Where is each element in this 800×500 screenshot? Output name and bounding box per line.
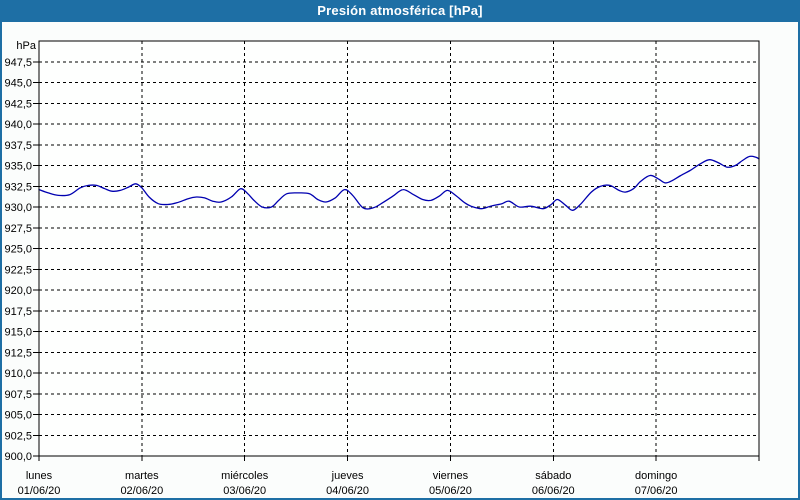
x-date-label: 05/06/20 (429, 485, 472, 497)
y-tick-label: 930,0 (4, 202, 32, 214)
chart-title-bar: Presión atmosférica [hPa] (0, 0, 800, 22)
x-date-label: 01/06/20 (18, 485, 61, 497)
y-tick-label: 942,5 (4, 98, 32, 110)
y-tick-label: 932,5 (4, 181, 32, 193)
x-date-label: 03/06/20 (223, 485, 266, 497)
pressure-line (38, 155, 760, 211)
y-tick-label: 917,5 (4, 306, 32, 318)
y-tick-label: 925,0 (4, 244, 32, 256)
x-date-label: 04/06/20 (326, 485, 369, 497)
x-weekday-label: sábado (535, 470, 571, 482)
y-tick-label: 907,5 (4, 389, 32, 401)
x-date-label: 06/06/20 (532, 485, 575, 497)
x-weekday-label: lunes (26, 470, 53, 482)
plot-border (38, 40, 760, 457)
y-tick-label: 920,0 (4, 285, 32, 297)
y-tick-label: 915,0 (4, 327, 32, 339)
y-tick-label: 937,5 (4, 140, 32, 152)
y-tick-label: 947,5 (4, 57, 32, 69)
y-tick-label: 900,0 (4, 451, 32, 463)
x-weekday-label: miércoles (221, 470, 269, 482)
y-axis-unit-label: hPa (16, 40, 36, 52)
x-weekday-label: viernes (433, 470, 469, 482)
x-date-label: 02/06/20 (120, 485, 163, 497)
x-weekday-label: domingo (635, 470, 677, 482)
x-date-label: 07/06/20 (635, 485, 678, 497)
y-tick-label: 935,0 (4, 161, 32, 173)
y-tick-label: 910,0 (4, 368, 32, 380)
y-tick-label: 922,5 (4, 264, 32, 276)
y-tick-label: 905,0 (4, 410, 32, 422)
chart-title: Presión atmosférica [hPa] (317, 3, 483, 18)
y-tick-label: 912,5 (4, 347, 32, 359)
y-tick-label: 940,0 (4, 119, 32, 131)
x-weekday-label: martes (125, 470, 159, 482)
y-tick-label: 945,0 (4, 78, 32, 90)
y-tick-label: 902,5 (4, 430, 32, 442)
x-weekday-label: jueves (331, 470, 364, 482)
y-tick-label: 927,5 (4, 223, 32, 235)
